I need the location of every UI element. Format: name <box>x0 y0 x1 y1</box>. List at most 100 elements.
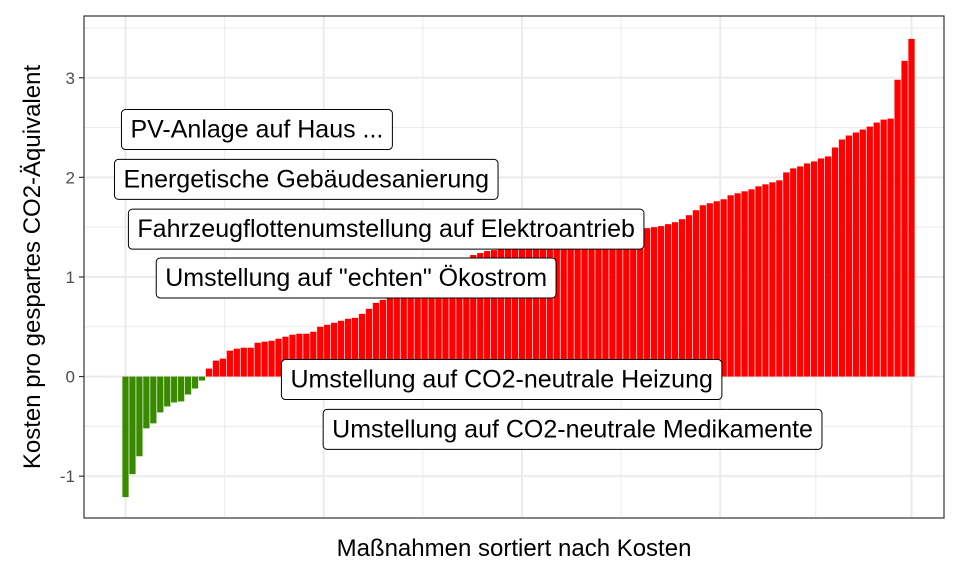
bar <box>755 186 762 377</box>
bar <box>511 247 519 377</box>
bar <box>226 350 233 377</box>
bar <box>817 158 825 377</box>
bar <box>539 242 546 377</box>
y-axis-ticks: -1 0 1 2 3 <box>60 69 84 486</box>
bar <box>727 195 734 377</box>
bar <box>157 376 164 413</box>
bar <box>581 236 588 377</box>
bar <box>588 235 595 377</box>
bar <box>171 376 178 403</box>
bar <box>136 376 143 457</box>
bar <box>337 320 345 377</box>
x-axis-title: Maßnahmen sortiert nach Kosten <box>337 535 692 562</box>
bar <box>838 139 846 377</box>
annotation-label: Umstellung auf CO2-neutrale Medikamente <box>322 408 823 450</box>
annotation-box <box>155 257 557 299</box>
bar <box>212 360 220 377</box>
bar <box>518 245 526 377</box>
annotation-text: PV-Anlage auf Haus ... <box>130 116 383 144</box>
bar <box>908 38 915 377</box>
bar <box>748 189 755 377</box>
annotations: PV-Anlage auf Haus ... Energetische Gebäu… <box>114 109 823 450</box>
bar <box>525 244 533 377</box>
bar <box>497 249 505 377</box>
bar <box>282 336 289 377</box>
bar <box>637 229 644 377</box>
bar <box>428 272 435 377</box>
bar <box>310 331 317 377</box>
annotation-text: Fahrzeugflottenumstellung auf Elektroant… <box>137 215 635 243</box>
bar <box>880 119 887 377</box>
bar <box>901 60 908 377</box>
bar <box>268 340 275 377</box>
bar <box>296 333 303 377</box>
bar <box>783 172 790 377</box>
bar <box>233 348 240 377</box>
bar <box>477 253 484 377</box>
bar <box>720 199 727 377</box>
bar <box>421 276 428 377</box>
bar <box>324 324 331 377</box>
bar <box>456 261 463 377</box>
bar <box>289 334 296 377</box>
bar <box>574 237 581 377</box>
bar <box>804 163 811 377</box>
bar <box>407 284 414 377</box>
bar <box>164 376 171 407</box>
bar <box>191 376 199 389</box>
bar <box>317 326 324 377</box>
bar <box>595 234 602 377</box>
bar <box>664 224 672 377</box>
annotation-text: Umstellung auf "echten" Ökostrom <box>165 264 547 292</box>
bar <box>491 250 498 377</box>
bar <box>504 248 512 377</box>
bar <box>254 342 261 377</box>
annotation-box <box>114 158 499 200</box>
bar <box>678 219 686 377</box>
annotation-text: Umstellung auf CO2-neutrale Heizung <box>290 366 712 394</box>
bar <box>790 168 797 377</box>
bar <box>685 215 693 377</box>
bar <box>449 264 456 377</box>
annotation-box <box>127 208 645 250</box>
bar <box>532 243 540 377</box>
bar <box>386 296 393 377</box>
y-axis-title: Kosten pro gespartes CO2-Äquivalent <box>19 65 46 470</box>
annotation-label: PV-Anlage auf Haus ... <box>120 109 393 151</box>
bar <box>400 288 407 377</box>
bar <box>567 238 574 377</box>
bar <box>344 318 352 377</box>
bar <box>852 132 859 377</box>
bar <box>866 126 873 377</box>
y-tick-label: 2 <box>66 168 75 187</box>
bar <box>442 267 449 377</box>
y-tick-label: 3 <box>66 69 75 88</box>
bar <box>275 338 282 377</box>
bar <box>810 161 818 377</box>
bar <box>560 239 567 377</box>
bar <box>546 241 553 377</box>
bar <box>845 135 853 377</box>
bar <box>769 182 776 377</box>
bar <box>358 313 366 377</box>
bar <box>553 240 560 377</box>
annotation-text: Umstellung auf CO2-neutrale Medikamente <box>332 415 813 443</box>
bar <box>331 322 338 377</box>
y-tick-label: 0 <box>66 368 75 387</box>
bar <box>365 308 373 377</box>
bar <box>435 269 442 377</box>
bar <box>609 232 616 377</box>
bar <box>372 302 380 377</box>
bar <box>859 129 866 377</box>
bar <box>741 191 748 377</box>
bar <box>463 258 470 377</box>
bar <box>379 299 386 377</box>
bar <box>671 222 679 377</box>
bar <box>894 79 901 377</box>
bar <box>602 233 609 377</box>
bar <box>247 347 254 377</box>
bar <box>178 376 185 402</box>
annotation-label: Umstellung auf "echten" Ökostrom <box>155 257 557 299</box>
annotation-label: Energetische Gebäudesanierung <box>114 158 499 200</box>
bar <box>644 228 651 377</box>
